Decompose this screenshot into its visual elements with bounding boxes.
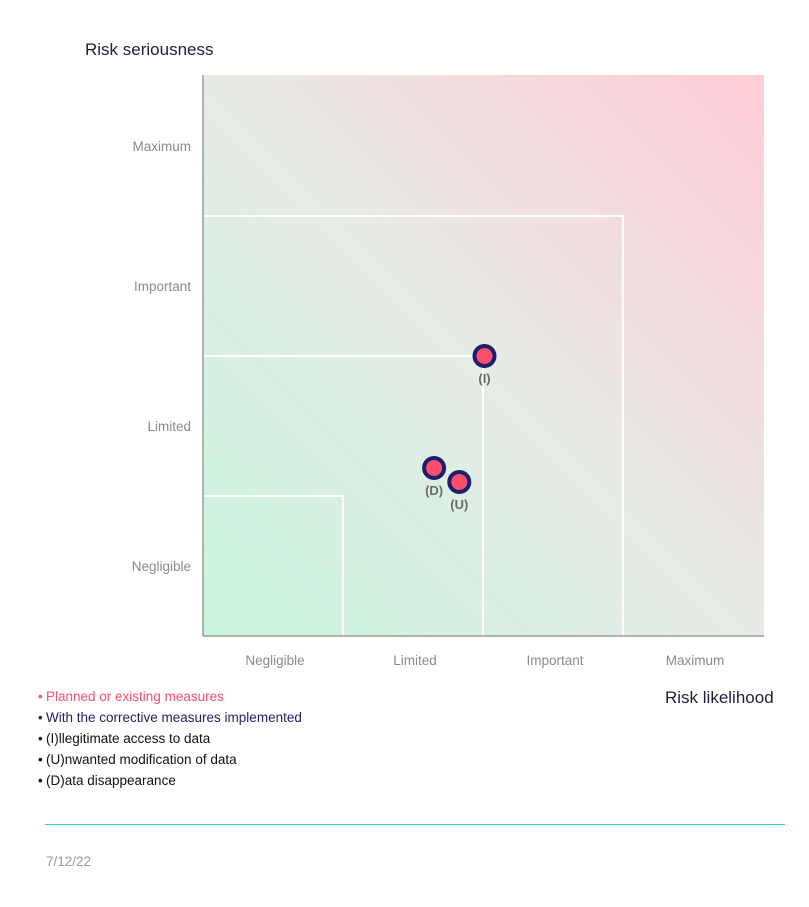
y-axis-title: Risk seriousness (85, 40, 214, 59)
bullet-icon: • (38, 731, 43, 746)
legend-item-planned: • Planned or existing measures (38, 686, 302, 707)
risk-points: (I) (D) (U) (422, 344, 497, 512)
y-tick-labels: Negligible Limited Important Maximum (132, 139, 192, 574)
y-tick-label: Important (134, 279, 191, 294)
legend-text: With the corrective measures implemented (46, 710, 302, 725)
legend: • Planned or existing measures • With the … (38, 686, 302, 791)
point-marker (426, 460, 443, 476)
point-marker (476, 348, 493, 364)
bullet-icon: • (38, 752, 43, 767)
x-tick-labels: Negligible Limited Important Maximum (245, 653, 724, 668)
point-label: (U) (450, 497, 468, 512)
zone-boundary-1 (203, 495, 344, 636)
legend-text: Planned or existing measures (46, 689, 224, 704)
y-tick-label: Limited (147, 419, 191, 434)
bullet-icon: • (38, 773, 43, 788)
legend-text: (U)nwanted modification of data (46, 752, 237, 767)
y-tick-label: Negligible (132, 559, 191, 574)
x-axis-title: Risk likelihood (665, 688, 774, 707)
legend-item-illegitimate-access: • (I)llegitimate access to data (38, 728, 302, 749)
x-tick-label: Maximum (666, 653, 725, 668)
point-label: (D) (425, 483, 443, 498)
legend-item-data-disappearance: • (D)ata disappearance (38, 770, 302, 791)
legend-item-unwanted-modification: • (U)nwanted modification of data (38, 749, 302, 770)
footer-divider (45, 824, 785, 825)
report-date: 7/12/22 (46, 854, 92, 869)
point-label: (I) (478, 371, 490, 386)
y-tick-label: Maximum (132, 139, 191, 154)
x-tick-label: Limited (393, 653, 437, 668)
zone-boundary-3 (203, 215, 624, 636)
x-tick-label: Important (526, 653, 583, 668)
bullet-icon: • (38, 710, 43, 725)
x-tick-label: Negligible (245, 653, 304, 668)
legend-item-corrective: • With the corrective measures implemente… (38, 707, 302, 728)
legend-text: (I)llegitimate access to data (46, 731, 211, 746)
bullet-icon: • (38, 689, 43, 704)
point-marker (451, 474, 468, 490)
legend-text: (D)ata disappearance (46, 773, 176, 788)
